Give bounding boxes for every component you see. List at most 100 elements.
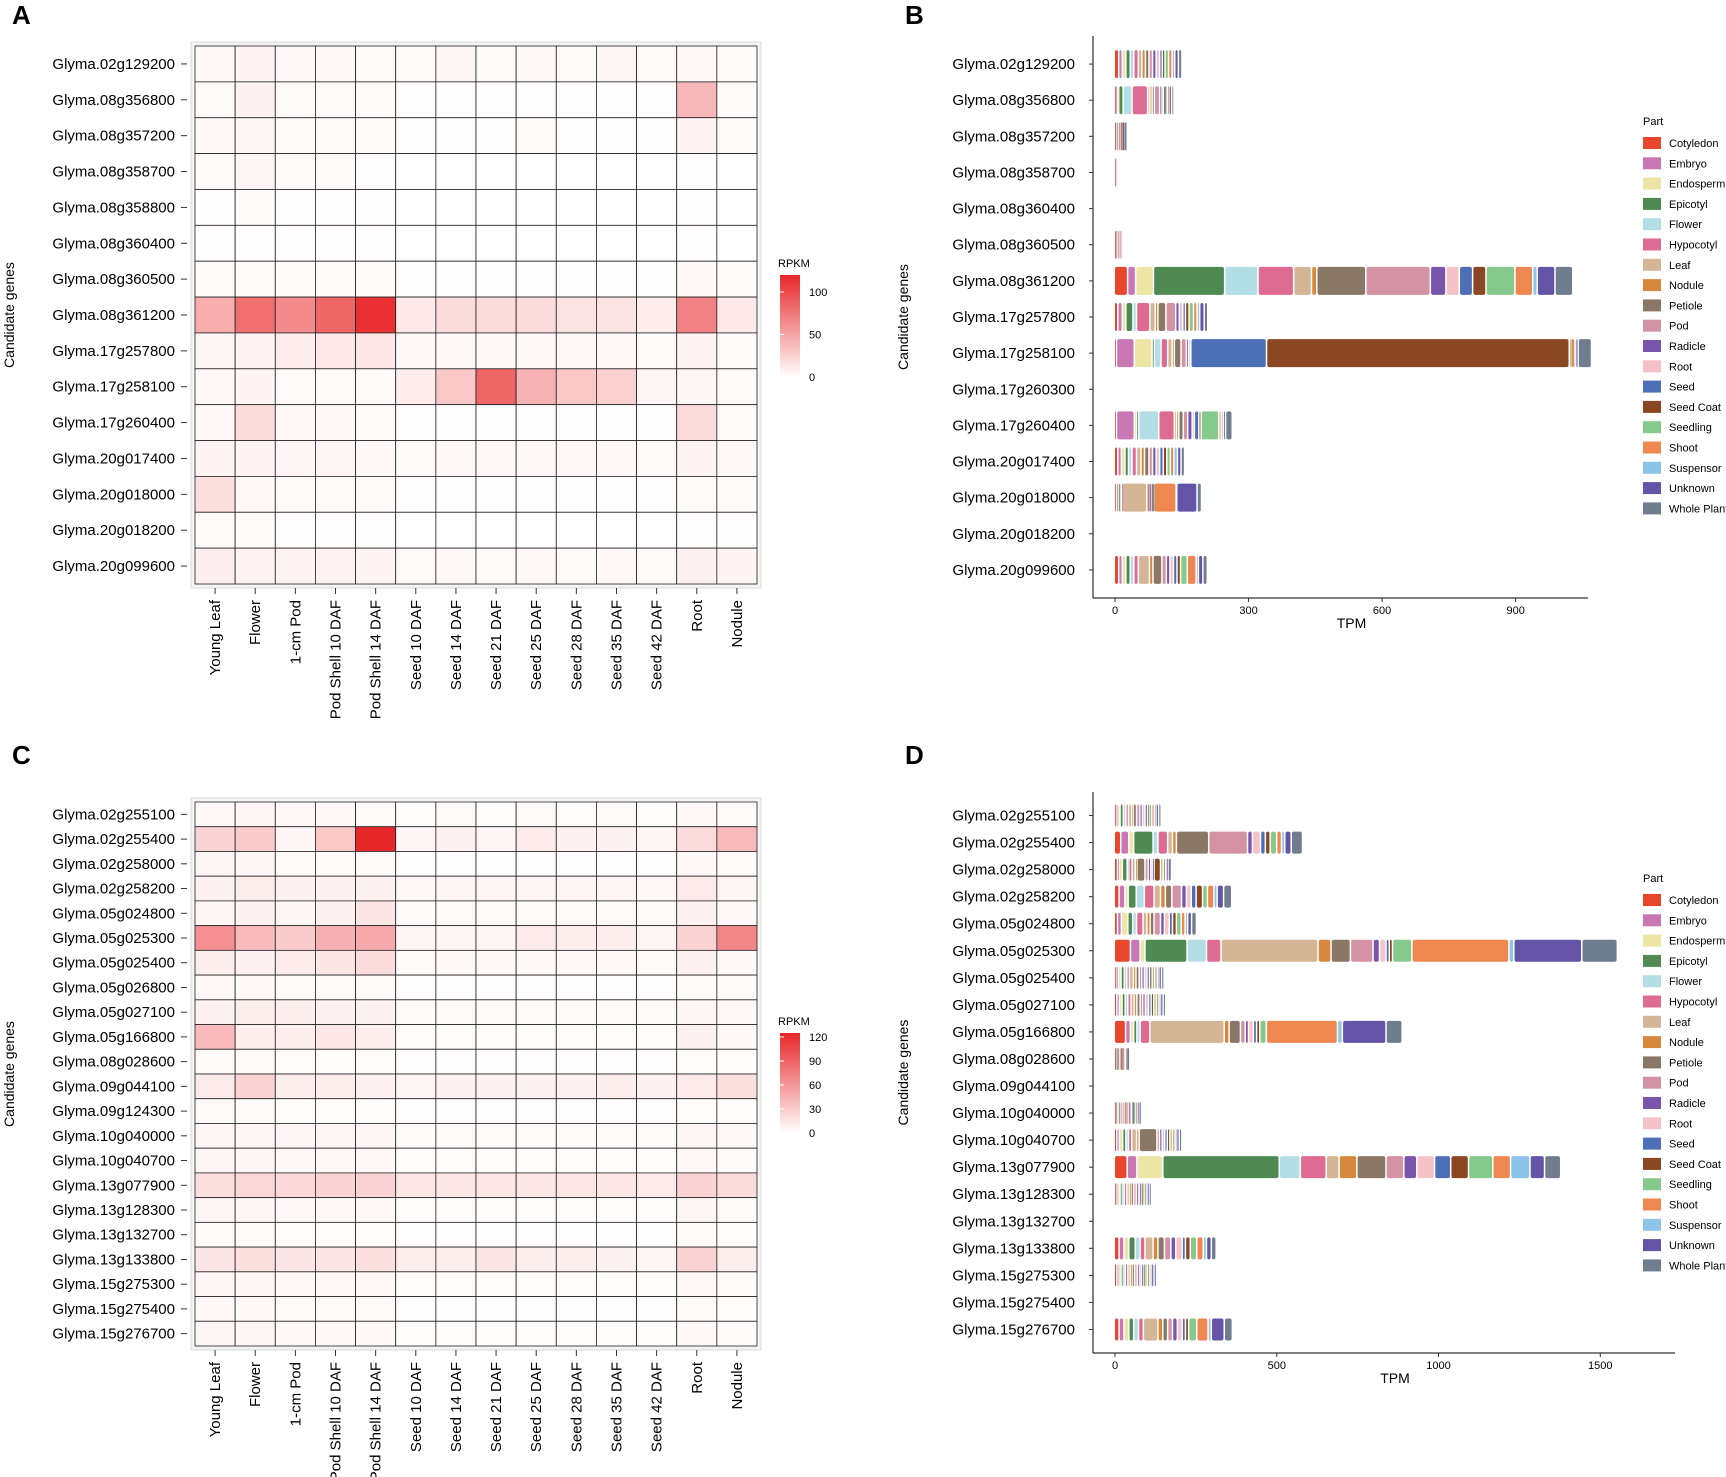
legend-label: Shoot <box>1669 1200 1698 1212</box>
bar-segment <box>1149 50 1152 79</box>
bar-segment <box>1217 885 1223 908</box>
heatmap-cell <box>355 1048 397 1075</box>
gene-label: Glyma.02g258000 <box>52 856 175 873</box>
gene-label: Glyma.08g361200 <box>52 307 175 324</box>
heatmap-cell <box>274 475 316 513</box>
heatmap-cell <box>315 189 356 226</box>
legend-label: Pod <box>1669 1078 1689 1090</box>
bar-segment <box>1168 1129 1170 1152</box>
bar-segment <box>1115 1129 1117 1152</box>
bar-segment <box>1119 483 1120 512</box>
bar-segment <box>1128 993 1131 1016</box>
bar-segment <box>1137 1102 1139 1125</box>
gene-label: Glyma.13g128300 <box>952 1186 1075 1203</box>
bar-segment <box>1154 483 1176 512</box>
bar-segment <box>1122 1183 1124 1206</box>
bar-segment <box>1486 266 1515 295</box>
heatmap-cell <box>435 1073 477 1100</box>
heatmap-cell <box>274 404 316 441</box>
bar-segment <box>1115 1264 1117 1287</box>
heatmap-cell <box>315 974 356 1001</box>
bar-segment <box>1417 1156 1434 1179</box>
bar-segment <box>1229 1020 1240 1043</box>
bar-segment <box>1128 885 1136 908</box>
bar-segment <box>1150 912 1154 935</box>
bar-segment <box>1131 1183 1133 1206</box>
heatmap-cell <box>515 547 557 585</box>
heatmap-cell <box>596 1073 637 1100</box>
bar-segment <box>1473 266 1486 295</box>
heatmap-cell <box>194 1197 236 1223</box>
bar-segment <box>1143 912 1147 935</box>
bar-segment <box>1117 993 1119 1016</box>
bar-segment <box>1186 303 1189 331</box>
heatmap-cell <box>515 851 557 877</box>
bar-segment <box>1119 885 1125 908</box>
heatmap-cell <box>194 974 236 1001</box>
heatmap-cell <box>596 45 637 83</box>
heatmap-cell <box>515 1098 557 1124</box>
bar-segment <box>1127 858 1129 881</box>
bar-segment <box>1169 86 1171 115</box>
heatmap-cell <box>194 1073 236 1100</box>
gene-label: Glyma.10g040000 <box>52 1128 175 1145</box>
bar-segment <box>1145 1183 1146 1206</box>
heatmap-cell <box>716 1197 758 1223</box>
tissue-label: Seed 14 DAF <box>448 600 465 690</box>
heatmap-cell <box>596 475 637 513</box>
gene-label: Glyma.02g255100 <box>952 808 1075 825</box>
heatmap-cell <box>676 511 718 549</box>
bar-segment <box>1163 858 1165 881</box>
heatmap-cell <box>355 1024 397 1050</box>
heatmap-cell <box>435 925 477 951</box>
heatmap-cell <box>555 801 597 828</box>
bar-segment <box>1153 50 1156 79</box>
heatmap-cell <box>435 974 477 1001</box>
legend-swatch <box>1643 1218 1661 1231</box>
heatmap-cell <box>315 475 356 513</box>
heatmap-cell <box>355 1147 397 1174</box>
bar-segment <box>1509 939 1514 962</box>
heatmap-cell <box>676 440 718 477</box>
bar-segment <box>1134 1102 1136 1125</box>
bar-segment <box>1121 1047 1123 1070</box>
bar-segment <box>1258 266 1293 295</box>
bar-segment <box>1195 411 1199 440</box>
heatmap-cell <box>194 1048 236 1075</box>
bar-segment <box>1123 555 1126 584</box>
bar-segment <box>1128 1264 1130 1287</box>
bar-segment <box>1224 411 1225 440</box>
heatmap-cell <box>274 153 316 190</box>
bar-segment <box>1131 555 1134 584</box>
heatmap-cell <box>636 1048 678 1075</box>
heatmap-cell <box>234 851 276 877</box>
bar-segment <box>1148 858 1151 881</box>
heatmap-cell <box>355 260 397 298</box>
gene-label: Glyma.15g275300 <box>52 1276 175 1293</box>
heatmap-cell <box>636 1172 678 1199</box>
bar-segment <box>1282 831 1284 854</box>
bar-segment <box>1115 122 1117 151</box>
bar-segment <box>1125 447 1128 476</box>
heatmap-cell <box>395 1296 437 1322</box>
bar-segment <box>1177 912 1181 935</box>
gene-label: Glyma.17g258100 <box>52 379 175 396</box>
heatmap-cell <box>475 153 517 190</box>
tissue-label: 1-cm Pod <box>287 600 304 664</box>
heatmap-cell <box>435 875 477 902</box>
y-axis-title: Candidate genes <box>895 264 911 370</box>
bar-segment <box>1125 885 1128 908</box>
heatmap-cell <box>716 547 758 585</box>
bar-segment <box>1117 1129 1119 1152</box>
legend-label: Suspensor <box>1669 1220 1722 1232</box>
bar-segment <box>1166 303 1175 331</box>
bar-segment <box>1135 411 1136 440</box>
legend-title: Part <box>1643 116 1663 128</box>
gene-label: Glyma.02g255100 <box>52 806 175 823</box>
bar-segment <box>1143 993 1145 1016</box>
heatmap-cell <box>475 1098 517 1124</box>
bar-segment <box>1451 1156 1468 1179</box>
bar-segment <box>1128 912 1132 935</box>
bar-segment <box>1182 1318 1185 1341</box>
heatmap-cell <box>636 404 678 441</box>
